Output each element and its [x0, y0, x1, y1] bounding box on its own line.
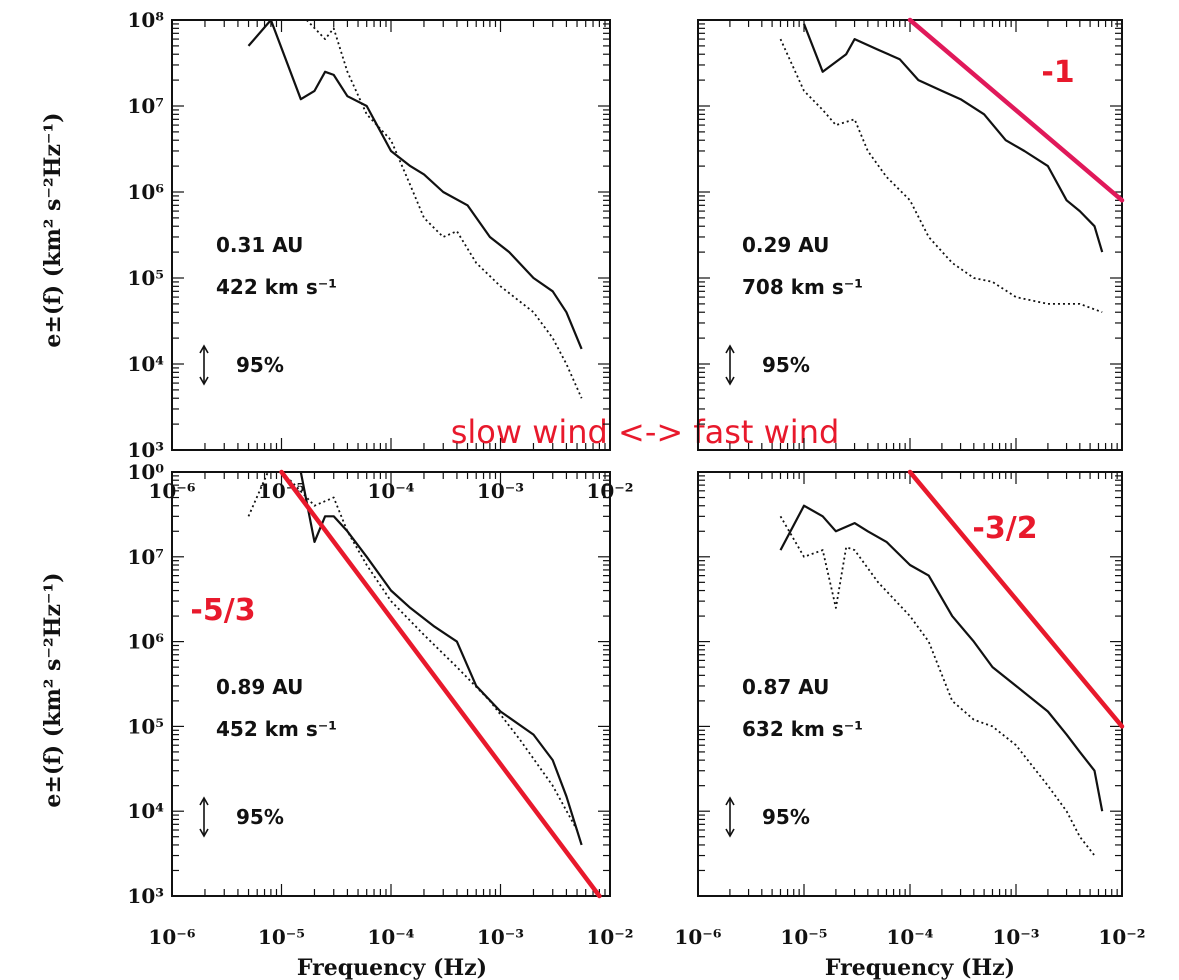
plot-area [247, 472, 583, 846]
plot-area [779, 23, 1104, 314]
y-tick-label: 10³ [127, 438, 164, 462]
speed-annotation: 452 km s⁻¹ [216, 717, 337, 741]
confidence-arrow-icon [725, 344, 735, 386]
speed-annotation: 422 km s⁻¹ [216, 275, 337, 299]
series-dotted-line [306, 20, 583, 399]
y-tick-label: 10⁷ [127, 545, 164, 569]
y-tick-label: 10³ [127, 884, 164, 908]
x-tick-label: 10⁻⁴ [886, 925, 933, 949]
distance-annotation: 0.89 AU [216, 675, 303, 699]
y-tick-label: 10⁸ [127, 8, 164, 32]
series-solid-line [779, 504, 1104, 812]
confidence-label: 95% [762, 805, 810, 829]
panel-bottom-left: 10⁻⁶ 10⁻⁵ 10⁻⁴ 10⁻³ 10⁻² 10³ 10⁴ 10⁵ 10⁶ 10⁷ 10⁰ -5… [127, 460, 633, 949]
x-tick-label: 10⁻² [1098, 925, 1145, 949]
confidence-label: 95% [762, 353, 810, 377]
speed-annotation: 708 km s⁻¹ [742, 275, 863, 299]
y-tick-label: 10⁵ [127, 714, 164, 738]
series-dotted-line [247, 472, 578, 831]
slope-label: -1 [1041, 55, 1074, 90]
y-tick-label: 10⁴ [127, 352, 164, 376]
tick-marks [171, 20, 610, 451]
x-axis-label-left: Frequency (Hz) [297, 955, 487, 980]
confidence-arrow-icon [199, 796, 209, 838]
series-solid-line [247, 20, 583, 350]
y-tick-label: 10⁶ [127, 180, 164, 204]
panel-top-left: 10⁻⁶ 10⁻⁵ 10⁻⁴ 10⁻³ 10⁻²10³10⁴10⁵10⁶10⁷10⁸0.… [127, 8, 633, 503]
distance-annotation: 0.29 AU [742, 233, 829, 257]
y-tick-label: 10⁵ [127, 266, 164, 290]
x-tick-label: 10⁻⁶ [148, 925, 195, 949]
x-tick-label: 10⁻⁵ [780, 925, 827, 949]
y-tick-label: 10⁰ [127, 460, 164, 484]
distance-annotation: 0.31 AU [216, 233, 303, 257]
power-law-fit-line [907, 17, 1125, 203]
confidence-label: 95% [236, 805, 284, 829]
x-tick-label: 10⁻³ [992, 925, 1039, 949]
power-law-fit-line [279, 469, 602, 899]
x-tick-label: 10⁻³ [477, 925, 524, 949]
panel-bottom-right: 10⁻⁶ 10⁻⁵ 10⁻⁴ 10⁻³ 10⁻² -3/2 0.87 AU 632 km s⁻… [674, 469, 1146, 949]
speed-annotation: 632 km s⁻¹ [742, 717, 863, 741]
plot-area [247, 20, 583, 399]
y-tick-label: 10⁷ [127, 94, 164, 118]
series-solid-line [802, 23, 1104, 253]
confidence-label: 95% [236, 353, 284, 377]
y-axis-label-top: e±(f) (km² s⁻²Hz⁻¹) [40, 112, 66, 347]
tick-marks [697, 472, 1122, 897]
slope-label: -5/3 [190, 593, 255, 628]
x-tick-label: 10⁻⁶ [674, 925, 721, 949]
confidence-arrow-icon [725, 796, 735, 838]
y-tick-label: 10⁴ [127, 799, 164, 823]
panel-top-right: -1 0.29 AU 708 km s⁻¹ 95% [697, 17, 1125, 451]
y-axis-label-bottom: e±(f) (km² s⁻²Hz⁻¹) [40, 572, 66, 807]
x-axis-label-right: Frequency (Hz) [825, 955, 1015, 980]
y-tick-label: 10⁶ [127, 630, 164, 654]
series-dotted-line [779, 515, 1096, 857]
series-solid-line [299, 472, 583, 846]
x-tick-label: 10⁻⁴ [367, 925, 414, 949]
distance-annotation: 0.87 AU [742, 675, 829, 699]
plot-area [779, 504, 1104, 857]
wind-banner: slow wind <-> fast wind [451, 413, 840, 451]
x-tick-label: 10⁻² [586, 925, 633, 949]
x-tick-label: 10⁻⁵ [258, 925, 305, 949]
panels: 10⁻⁶ 10⁻⁵ 10⁻⁴ 10⁻³ 10⁻² 10³ 10⁴ 10⁵ 10⁶ 10⁷ 10⁸ 0.… [127, 8, 1145, 949]
power-law-fit-line [907, 469, 1125, 729]
confidence-arrow-icon [199, 344, 209, 386]
slope-label: -3/2 [972, 511, 1037, 546]
